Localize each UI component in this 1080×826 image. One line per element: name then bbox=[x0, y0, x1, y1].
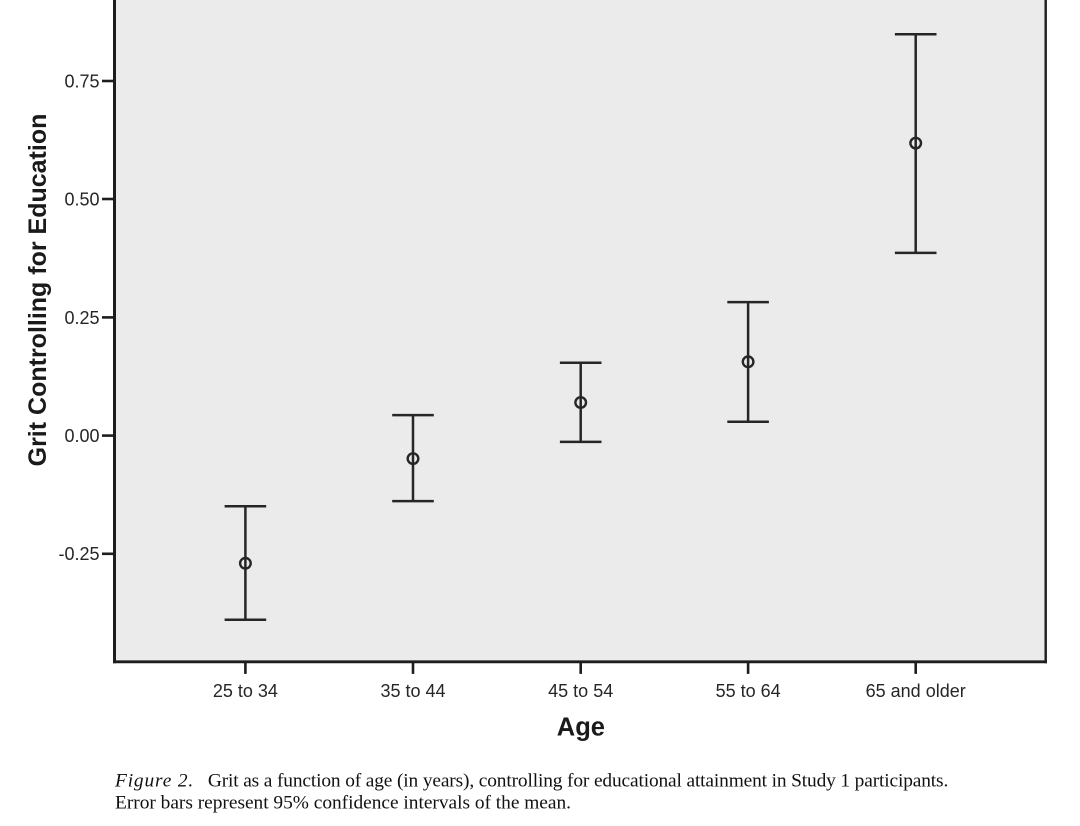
svg-text:0.00: 0.00 bbox=[64, 426, 99, 446]
svg-text:45 to 54: 45 to 54 bbox=[548, 681, 613, 701]
svg-text:35 to 44: 35 to 44 bbox=[380, 681, 445, 701]
svg-text:Grit Controlling for Education: Grit Controlling for Education bbox=[24, 114, 52, 467]
svg-text:0.50: 0.50 bbox=[64, 189, 99, 209]
svg-text:55 to 64: 55 to 64 bbox=[716, 681, 781, 701]
svg-text:Figure 2. Grit as a function o: Figure 2. Grit as a function of age (in … bbox=[114, 770, 948, 791]
svg-text:Error bars represent 95% confi: Error bars represent 95% confidence inte… bbox=[115, 792, 571, 813]
svg-text:65 and older: 65 and older bbox=[866, 681, 966, 701]
svg-text:25 to 34: 25 to 34 bbox=[213, 681, 278, 701]
svg-text:-0.25: -0.25 bbox=[58, 544, 99, 564]
svg-text:Age: Age bbox=[557, 713, 605, 741]
svg-text:0.75: 0.75 bbox=[64, 71, 99, 91]
svg-text:0.25: 0.25 bbox=[64, 308, 99, 328]
